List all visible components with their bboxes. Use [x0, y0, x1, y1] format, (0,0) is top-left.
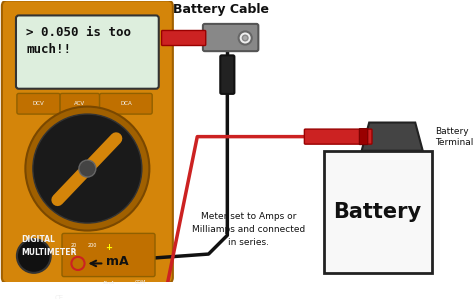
Circle shape [70, 290, 86, 299]
Text: 20
Ω: 20 Ω [70, 243, 76, 254]
Circle shape [132, 290, 149, 299]
Text: +: + [106, 243, 112, 252]
Text: ACV: ACV [74, 101, 85, 106]
FancyBboxPatch shape [162, 30, 206, 45]
Circle shape [238, 31, 252, 45]
Text: > 0.050 is too
much!!: > 0.050 is too much!! [26, 26, 131, 56]
Text: Battery Cable: Battery Cable [173, 3, 269, 16]
FancyBboxPatch shape [203, 24, 258, 51]
Text: Battery
Terminal: Battery Terminal [435, 126, 474, 147]
Circle shape [17, 239, 51, 273]
Text: CE: CE [55, 295, 64, 299]
Text: Battery: Battery [334, 202, 422, 222]
FancyBboxPatch shape [324, 151, 432, 273]
FancyBboxPatch shape [17, 93, 60, 114]
Circle shape [79, 160, 96, 177]
Text: mA: mA [106, 255, 129, 268]
Text: DCV: DCV [33, 101, 45, 106]
FancyBboxPatch shape [62, 234, 155, 277]
Text: Meter set to Amps or
Milliamps and connected
in series.: Meter set to Amps or Milliamps and conne… [192, 212, 306, 247]
Text: 200: 200 [87, 243, 97, 248]
FancyBboxPatch shape [220, 55, 234, 94]
Text: DIGITAL
MULTIMETER: DIGITAL MULTIMETER [22, 235, 77, 257]
Text: DCA: DCA [120, 101, 132, 106]
FancyBboxPatch shape [16, 16, 159, 89]
Circle shape [242, 35, 248, 41]
FancyBboxPatch shape [359, 129, 368, 145]
Circle shape [73, 294, 82, 299]
FancyBboxPatch shape [2, 0, 173, 283]
Text: COM: COM [135, 280, 146, 285]
Polygon shape [362, 123, 423, 151]
Circle shape [136, 294, 146, 299]
FancyBboxPatch shape [100, 93, 152, 114]
Text: 40mA: 40mA [103, 281, 115, 285]
Circle shape [26, 106, 149, 231]
Circle shape [104, 294, 114, 299]
Circle shape [100, 290, 118, 299]
Circle shape [33, 114, 142, 223]
FancyBboxPatch shape [304, 129, 372, 144]
FancyBboxPatch shape [60, 93, 100, 114]
